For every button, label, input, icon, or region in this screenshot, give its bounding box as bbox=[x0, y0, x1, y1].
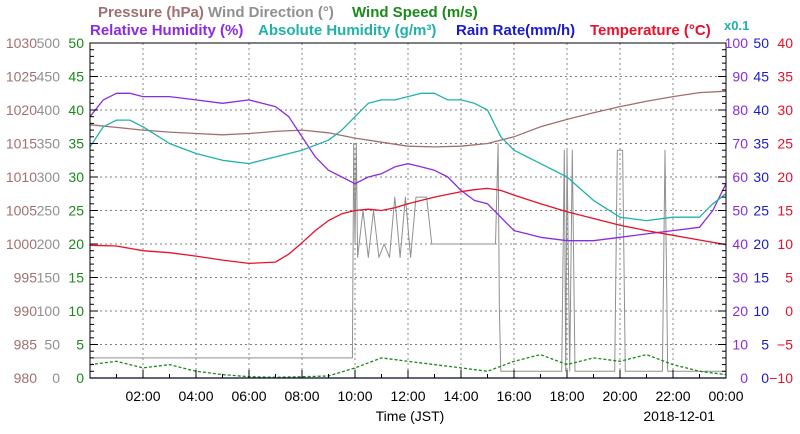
legend-relative-humidity: Relative Humidity (%) bbox=[90, 22, 243, 39]
y-tick-rain-rate: 5 bbox=[761, 337, 769, 353]
date-label: 2018-12-01 bbox=[643, 408, 715, 424]
y-tick-temperature: 5 bbox=[785, 270, 793, 286]
y-tick-wind-speed: 15 bbox=[68, 270, 84, 286]
series-wind-speed bbox=[89, 353, 727, 378]
series-pressure bbox=[89, 90, 727, 148]
y-tick-pressure: 1030 bbox=[6, 35, 37, 51]
y-tick-temperature: −10 bbox=[769, 370, 793, 386]
y-tick-wind-speed: 20 bbox=[68, 236, 84, 252]
y-tick-pressure: 990 bbox=[14, 303, 38, 319]
x-axis: 02:00 04:00 06:00 08:00 10:00 12:00 14:00 16:00… bbox=[89, 370, 744, 404]
x-tick-label: 14:00 bbox=[443, 388, 478, 404]
x-axis-label: Time (JST) bbox=[376, 408, 445, 424]
y-tick-temperature: 40 bbox=[777, 35, 793, 51]
y-tick-wind-direction: 400 bbox=[37, 102, 61, 118]
y-tick-wind-direction: 300 bbox=[37, 169, 61, 185]
y-tick-relative-humidity: 50 bbox=[732, 203, 748, 219]
series-relative-humidity bbox=[89, 92, 727, 242]
y-tick-rain-rate: 20 bbox=[753, 236, 769, 252]
grid bbox=[90, 43, 726, 378]
x-tick-label: 02:00 bbox=[125, 388, 160, 404]
y-tick-wind-direction: 350 bbox=[37, 136, 61, 152]
y-tick-relative-humidity: 100 bbox=[725, 35, 749, 51]
y-tick-relative-humidity: 20 bbox=[732, 303, 748, 319]
series-wind-direction bbox=[90, 143, 726, 372]
y-axes: 1030102510201015101010051000995990985980… bbox=[6, 35, 793, 386]
legend-wind-speed: Wind Speed (m/s) bbox=[352, 4, 478, 21]
y-tick-wind-direction: 50 bbox=[44, 337, 60, 353]
y-tick-rain-rate: 35 bbox=[753, 136, 769, 152]
y-tick-temperature: 15 bbox=[777, 203, 793, 219]
y-tick-pressure: 980 bbox=[14, 370, 38, 386]
x-tick-label: 06:00 bbox=[231, 388, 266, 404]
y-tick-rain-rate: 10 bbox=[753, 303, 769, 319]
y-tick-wind-speed: 25 bbox=[68, 203, 84, 219]
y-tick-rain-rate: 15 bbox=[753, 270, 769, 286]
x-tick-label: 10:00 bbox=[337, 388, 372, 404]
y-tick-wind-direction: 450 bbox=[37, 69, 61, 85]
y-tick-wind-direction: 200 bbox=[37, 236, 61, 252]
legend-abs-humidity-multiplier: x0.1 bbox=[724, 18, 749, 33]
y-tick-pressure: 1000 bbox=[6, 236, 37, 252]
x-tick-label: 12:00 bbox=[390, 388, 425, 404]
y-tick-pressure: 1015 bbox=[6, 136, 37, 152]
y-tick-pressure: 1005 bbox=[6, 203, 37, 219]
y-tick-wind-direction: 250 bbox=[37, 203, 61, 219]
y-tick-pressure: 1010 bbox=[6, 169, 37, 185]
y-tick-wind-speed: 40 bbox=[68, 102, 84, 118]
y-tick-relative-humidity: 80 bbox=[732, 102, 748, 118]
y-tick-temperature: 10 bbox=[777, 236, 793, 252]
y-tick-relative-humidity: 0 bbox=[740, 370, 748, 386]
y-tick-temperature: −5 bbox=[777, 337, 793, 353]
y-tick-wind-speed: 45 bbox=[68, 69, 84, 85]
y-tick-wind-speed: 35 bbox=[68, 136, 84, 152]
y-tick-temperature: 30 bbox=[777, 102, 793, 118]
y-tick-pressure: 1025 bbox=[6, 69, 37, 85]
y-tick-rain-rate: 50 bbox=[753, 35, 769, 51]
x-tick-label: 08:00 bbox=[284, 388, 319, 404]
y-tick-wind-speed: 5 bbox=[76, 337, 84, 353]
y-tick-rain-rate: 45 bbox=[753, 69, 769, 85]
y-tick-rain-rate: 30 bbox=[753, 169, 769, 185]
legend-rain-rate: Rain Rate(mm/h) bbox=[456, 22, 575, 39]
y-tick-wind-speed: 0 bbox=[76, 370, 84, 386]
series-temperature bbox=[89, 187, 727, 265]
x-tick-label: 20:00 bbox=[602, 388, 637, 404]
y-tick-relative-humidity: 70 bbox=[732, 136, 748, 152]
y-tick-rain-rate: 0 bbox=[761, 370, 769, 386]
y-tick-rain-rate: 25 bbox=[753, 203, 769, 219]
y-tick-relative-humidity: 10 bbox=[732, 337, 748, 353]
y-tick-temperature: 0 bbox=[785, 303, 793, 319]
y-tick-wind-direction: 500 bbox=[37, 35, 61, 51]
y-tick-pressure: 1020 bbox=[6, 102, 37, 118]
y-tick-rain-rate: 40 bbox=[753, 102, 769, 118]
y-tick-wind-direction: 100 bbox=[37, 303, 61, 319]
y-tick-wind-speed: 50 bbox=[68, 35, 84, 51]
y-tick-relative-humidity: 30 bbox=[732, 270, 748, 286]
legend-pressure: Pressure (hPa) bbox=[98, 4, 204, 21]
y-tick-relative-humidity: 90 bbox=[732, 69, 748, 85]
legend-wind-direction: Wind Direction (°) bbox=[208, 4, 334, 21]
y-tick-pressure: 985 bbox=[14, 337, 38, 353]
y-tick-wind-direction: 150 bbox=[37, 270, 61, 286]
x-tick-label: 04:00 bbox=[178, 388, 213, 404]
y-tick-pressure: 995 bbox=[14, 270, 38, 286]
series-absolute-humidity bbox=[89, 92, 727, 222]
y-tick-relative-humidity: 60 bbox=[732, 169, 748, 185]
y-tick-wind-speed: 10 bbox=[68, 303, 84, 319]
y-tick-wind-direction: 0 bbox=[52, 370, 60, 386]
legend-temperature: Temperature (°C) bbox=[590, 22, 711, 39]
y-tick-temperature: 35 bbox=[777, 69, 793, 85]
x-tick-label: 22:00 bbox=[655, 388, 690, 404]
y-tick-temperature: 20 bbox=[777, 169, 793, 185]
x-tick-label: 00:00 bbox=[708, 388, 743, 404]
legend: Pressure (hPa) Wind Direction (°) Wind S… bbox=[90, 4, 749, 39]
y-tick-temperature: 25 bbox=[777, 136, 793, 152]
legend-absolute-humidity: Absolute Humidity (g/m³) bbox=[258, 22, 436, 39]
y-tick-wind-speed: 30 bbox=[68, 169, 84, 185]
y-tick-relative-humidity: 40 bbox=[732, 236, 748, 252]
x-tick-label: 16:00 bbox=[496, 388, 531, 404]
x-tick-label: 18:00 bbox=[549, 388, 584, 404]
